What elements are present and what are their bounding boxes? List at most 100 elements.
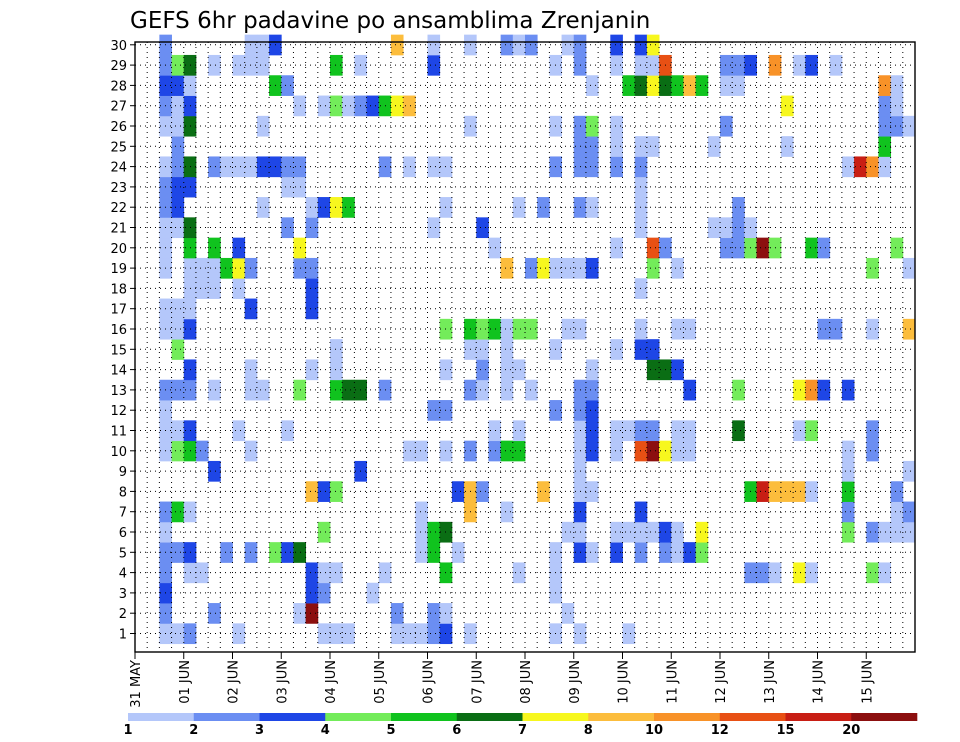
precip-cell <box>293 257 307 279</box>
precip-cell <box>866 420 879 442</box>
precip-cell <box>293 237 307 259</box>
precip-cell <box>585 440 599 462</box>
precip-cell <box>902 521 916 543</box>
y-tick-label: 5 <box>119 546 127 561</box>
precip-cell <box>488 440 502 462</box>
precip-cell <box>902 257 916 279</box>
precip-cell <box>732 217 745 239</box>
precip-cell <box>525 318 538 340</box>
precip-cell <box>585 257 599 279</box>
colorbar-swatch <box>719 713 786 721</box>
precip-cell <box>488 237 502 259</box>
colorbar-label: 2 <box>189 723 198 738</box>
precip-cell <box>342 95 355 117</box>
precip-cell <box>305 217 319 239</box>
precip-cell <box>305 278 319 299</box>
x-tick-label: 14 JUN <box>812 660 827 704</box>
precip-cell <box>707 136 721 157</box>
precip-cell <box>512 197 526 218</box>
precip-cell <box>232 623 246 645</box>
precip-cell <box>415 501 428 523</box>
precip-cell <box>232 54 246 76</box>
precip-cell <box>622 75 636 96</box>
precip-cell <box>646 75 660 96</box>
precip-cell <box>488 318 502 340</box>
precip-cell <box>256 34 270 56</box>
precip-cell <box>890 95 904 117</box>
precip-cell <box>720 75 733 96</box>
colorbar-swatch <box>193 713 260 721</box>
precip-cell <box>732 420 745 442</box>
precip-cell <box>646 237 660 259</box>
precip-cell <box>476 481 489 502</box>
precip-cell <box>512 34 526 56</box>
x-axis-ticks: 31 MAY 01 JUN 02 JUN 03 JUN 04 JUN 05 JUN 06 J… <box>129 652 875 708</box>
precip-cell <box>585 542 599 563</box>
precip-cell <box>427 156 441 178</box>
precip-cell <box>805 481 818 502</box>
precip-cell <box>732 197 745 218</box>
precip-cell <box>756 237 770 259</box>
precip-cell <box>878 75 892 96</box>
precip-cell <box>500 379 514 401</box>
precip-cell <box>500 359 514 381</box>
colorbar-label: 8 <box>584 723 593 738</box>
precip-cell <box>707 217 721 239</box>
precip-cell <box>683 420 697 442</box>
precip-cell <box>890 115 904 137</box>
precip-cell <box>476 359 489 381</box>
precip-cell <box>866 318 879 340</box>
colorbar-label: 15 <box>776 723 794 738</box>
precip-cell <box>427 623 441 645</box>
precip-cell <box>232 420 246 442</box>
precip-cell <box>646 359 660 381</box>
precip-cell <box>171 95 185 117</box>
precip-cell <box>415 542 428 563</box>
x-tick-label: 05 JUN <box>373 660 388 704</box>
y-tick-label: 23 <box>110 181 127 196</box>
x-tick-label: 06 JUN <box>422 660 437 704</box>
precip-cell <box>866 156 879 178</box>
x-tick-label: 07 JUN <box>470 660 485 704</box>
precip-cell <box>220 156 233 178</box>
precip-cell <box>537 481 550 502</box>
precip-cell <box>512 318 526 340</box>
precip-cell <box>171 501 185 523</box>
precip-cell <box>171 420 185 442</box>
y-tick-label: 10 <box>110 445 127 460</box>
y-tick-label: 20 <box>110 242 127 257</box>
precip-cell <box>890 75 904 96</box>
colorbar-swatch <box>588 713 655 721</box>
colorbar-swatch <box>785 713 852 721</box>
precip-cell <box>281 542 294 563</box>
precip-cell <box>500 318 514 340</box>
precip-cell <box>671 521 684 543</box>
precip-cell <box>171 217 185 239</box>
precip-cell <box>622 420 636 442</box>
precip-cell <box>330 481 343 502</box>
precip-cell <box>256 156 270 178</box>
precip-cell <box>683 75 697 96</box>
precip-cell <box>305 562 319 584</box>
precip-cell <box>330 339 343 360</box>
precip-cell <box>512 359 526 381</box>
precip-cell <box>305 298 319 320</box>
precip-cell <box>646 136 660 157</box>
colorbar-label: 20 <box>842 723 860 738</box>
colorbar-swatch <box>851 713 918 721</box>
precip-cell <box>646 420 660 442</box>
precip-cell <box>512 440 526 462</box>
precip-cell <box>683 379 697 401</box>
precip-cell <box>293 542 307 563</box>
colorbar-swatch <box>391 713 458 721</box>
precip-cell <box>232 257 246 279</box>
precip-cell <box>305 481 319 502</box>
precip-cell <box>720 54 733 76</box>
precip-cell <box>427 400 441 421</box>
x-tick-label: 12 JUN <box>714 660 729 704</box>
precip-cell <box>171 197 185 218</box>
precip-cell <box>841 379 855 401</box>
precip-cell <box>171 176 185 198</box>
precip-cell <box>305 603 319 624</box>
precip-cell <box>281 217 294 239</box>
